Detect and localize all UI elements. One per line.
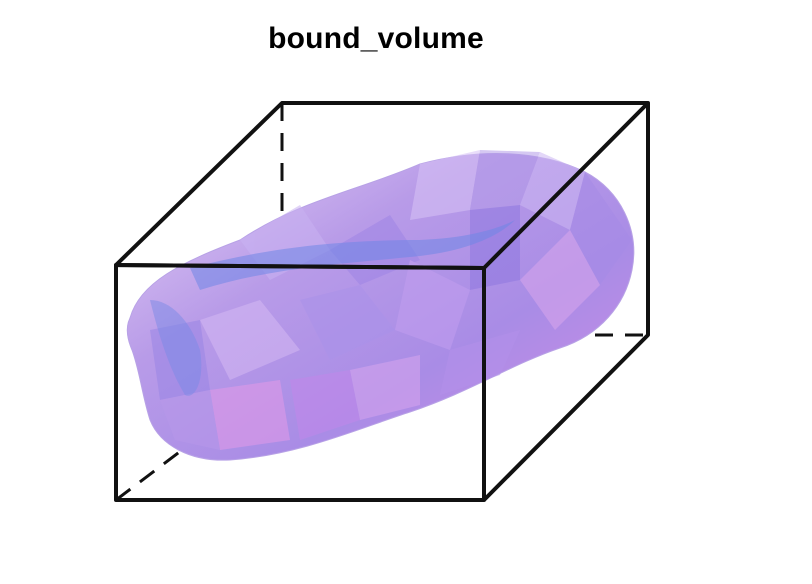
volume-highlight [190,220,515,290]
facet [470,205,520,290]
right-face-edges [482,103,650,502]
facet [570,172,632,285]
facet [520,152,585,230]
facet [520,230,600,330]
figure-title: bound_volume [268,22,484,55]
hidden-edge-diagonal [115,448,183,502]
visible-box-edges [114,101,650,502]
bound-volume-surface [126,150,635,461]
facet [350,355,420,420]
facet [160,390,220,450]
facet [300,285,395,360]
facet [200,300,300,380]
facet [395,260,470,350]
facet [440,330,520,395]
facet [470,150,540,210]
facet [210,380,290,450]
facet [410,150,480,220]
volume-left-shadow [150,300,202,396]
facet [290,370,360,440]
